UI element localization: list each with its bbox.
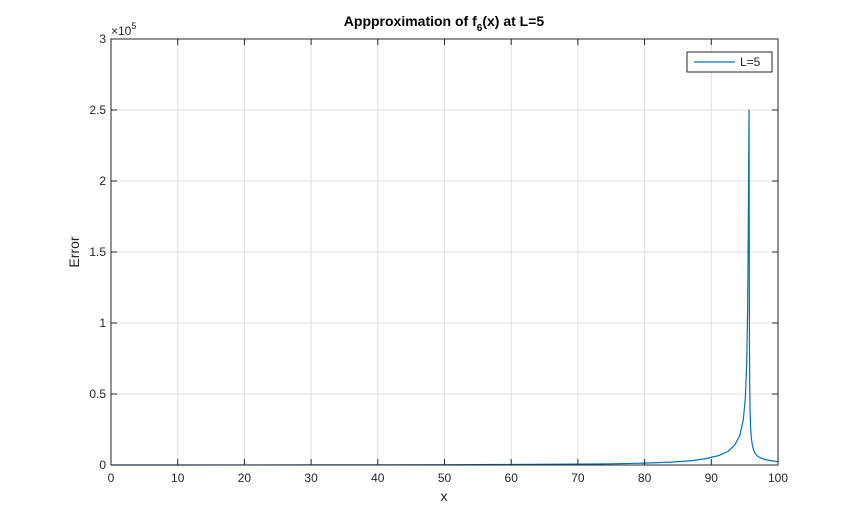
y-axis-label: Error xyxy=(66,236,82,267)
x-tick-label: 100 xyxy=(768,471,788,485)
y-tick-label: 1.5 xyxy=(89,245,106,259)
y-tick-label: 0.5 xyxy=(89,387,106,401)
x-tick-label: 50 xyxy=(438,471,452,485)
y-exponent-base: ×10 xyxy=(111,24,132,38)
x-tick-label: 20 xyxy=(238,471,252,485)
x-tick-labels: 0 10 20 30 40 50 60 70 80 90 100 xyxy=(108,471,789,485)
y-exponent-power: 5 xyxy=(131,21,136,31)
x-tick-label: 10 xyxy=(171,471,185,485)
y-tick-label: 1 xyxy=(99,316,106,330)
chart-title-subscript: 6 xyxy=(477,23,483,34)
x-axis-label: x xyxy=(441,488,448,504)
y-tick-label: 3 xyxy=(99,32,106,46)
y-tick-labels: 0 0.5 1 1.5 2 2.5 3 xyxy=(89,32,106,472)
x-tick-label: 0 xyxy=(108,471,115,485)
series-layer xyxy=(110,109,779,466)
x-tick-label: 80 xyxy=(638,471,652,485)
grid xyxy=(111,39,778,465)
y-tick-label: 2 xyxy=(99,174,106,188)
y-tick-label: 0 xyxy=(99,458,106,472)
chart-title: Appproximation of f6(x) at L=5 xyxy=(344,13,545,34)
x-tick-label: 90 xyxy=(705,471,719,485)
ticks xyxy=(110,38,779,466)
series-line xyxy=(110,109,779,466)
y-exponent-label: ×105 xyxy=(111,21,136,38)
legend-label: L=5 xyxy=(740,55,761,69)
chart-title-main: Appproximation of f xyxy=(344,13,477,29)
chart-title-suffix: (x) at L=5 xyxy=(482,13,544,29)
x-tick-label: 60 xyxy=(505,471,519,485)
y-tick-label: 2.5 xyxy=(89,103,106,117)
x-tick-label: 40 xyxy=(371,471,385,485)
legend: L=5 xyxy=(686,51,773,73)
x-tick-label: 30 xyxy=(304,471,318,485)
x-tick-label: 70 xyxy=(571,471,585,485)
